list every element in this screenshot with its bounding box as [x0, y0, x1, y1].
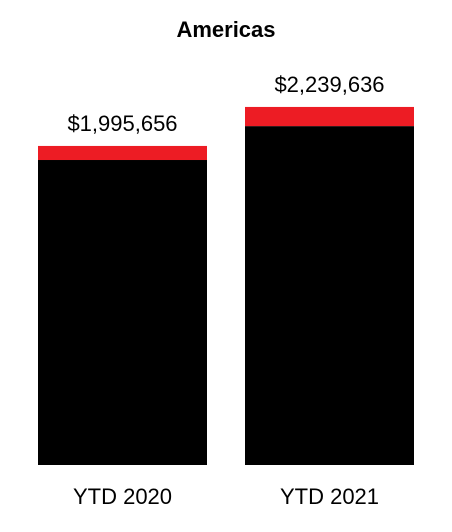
x-tick-label: YTD 2020 [73, 484, 172, 509]
bar-segment [38, 145, 207, 161]
x-tick-label: YTD 2021 [280, 484, 379, 509]
chart-title: Americas [176, 17, 275, 42]
bar-segment [245, 126, 414, 465]
bar-segment [245, 106, 414, 127]
total-label: $2,239,636 [274, 72, 384, 97]
total-label: $1,995,656 [67, 111, 177, 136]
bar-segment [38, 160, 207, 465]
